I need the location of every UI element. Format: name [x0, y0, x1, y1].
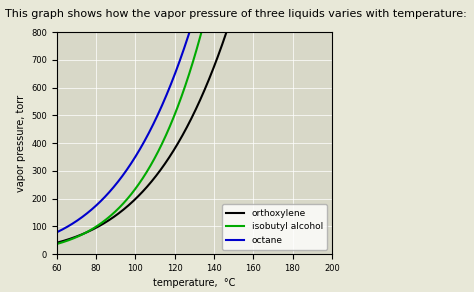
octane [184, 36, 190, 40]
orthoxylene [218, 48, 223, 51]
Line: isobutyl alcohol: isobutyl alcohol [57, 0, 332, 244]
orthoxylene [186, 121, 192, 125]
orthoxylene [54, 241, 60, 244]
Y-axis label: vapor pressure, torr: vapor pressure, torr [16, 95, 26, 192]
Line: orthoxylene: orthoxylene [57, 0, 332, 243]
Legend: orthoxylene, isobutyl alcohol, octane: orthoxylene, isobutyl alcohol, octane [222, 204, 327, 250]
Text: This graph shows how the vapor pressure of three liquids varies with temperature: This graph shows how the vapor pressure … [5, 9, 466, 19]
Line: octane: octane [57, 0, 332, 232]
X-axis label: temperature,  °C: temperature, °C [153, 278, 236, 288]
isobutyl alcohol [203, 15, 209, 18]
orthoxylene [203, 86, 209, 89]
octane [186, 32, 192, 35]
isobutyl alcohol [184, 77, 190, 81]
isobutyl alcohol [54, 242, 60, 246]
orthoxylene [184, 124, 190, 128]
isobutyl alcohol [186, 72, 192, 76]
octane [54, 230, 60, 234]
